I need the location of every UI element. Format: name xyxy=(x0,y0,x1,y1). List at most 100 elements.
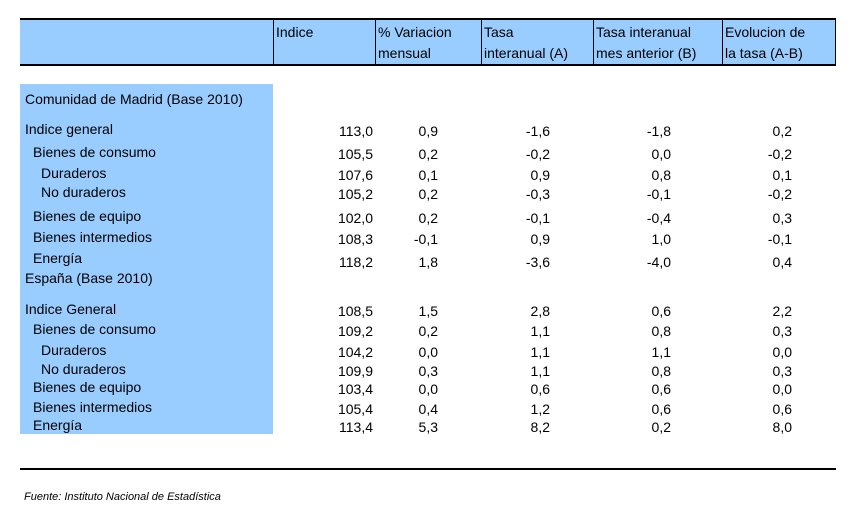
row-value-col3: 0,9 xyxy=(530,167,550,183)
row-value-col2: 0,2 xyxy=(418,186,438,202)
row-value-col5: 0,4 xyxy=(772,254,792,270)
row-value-col1: 102,0 xyxy=(337,210,373,226)
header-tasa-mes-anterior-line1: Tasa interanual xyxy=(596,24,691,40)
row-value-col3: 1,2 xyxy=(530,401,550,417)
row-value-col1: 118,2 xyxy=(339,254,373,270)
row-label: Indice General xyxy=(25,301,117,317)
header-tasa-mes-anterior-line2: mes anterior (B) xyxy=(596,45,697,61)
row-value-col4: 1,0 xyxy=(651,231,671,247)
header-tasa-interanual-line1: Tasa xyxy=(484,24,514,40)
row-value-col3: -0,3 xyxy=(525,186,550,202)
section-title: Comunidad de Madrid (Base 2010) xyxy=(25,91,243,107)
row-value-col2: 0,4 xyxy=(418,401,438,417)
row-label: Energía xyxy=(33,250,83,266)
row-value-col5: -0,2 xyxy=(767,186,792,202)
row-value-col2: 0,2 xyxy=(418,323,438,339)
row-value-col3: 0,9 xyxy=(530,231,550,247)
row-value-col1: 109,9 xyxy=(337,363,373,379)
row-value-col1: 108,5 xyxy=(337,303,373,319)
row-value-col4: 0,2 xyxy=(651,419,671,435)
row-value-col5: 0,3 xyxy=(772,323,792,339)
row-value-col5: 0,6 xyxy=(772,401,792,417)
row-value-col5: 0,0 xyxy=(772,344,792,360)
row-value-col5: 2,2 xyxy=(772,303,792,319)
row-value-col1: 113,4 xyxy=(339,419,373,435)
row-value-col1: 104,2 xyxy=(337,344,373,360)
row-value-col4: 0,8 xyxy=(651,323,671,339)
table-header: Indice % Variacion mensual Tasa interanu… xyxy=(20,18,836,66)
row-value-col4: 0,0 xyxy=(651,146,671,162)
row-value-col4: 0,6 xyxy=(651,303,671,319)
row-value-col2: 0,3 xyxy=(418,363,438,379)
header-cell-evolucion: Evolucion de la tasa (A-B) xyxy=(722,20,836,64)
header-evolucion-line1: Evolucion de xyxy=(725,24,806,40)
row-value-col3: -3,6 xyxy=(525,254,550,270)
header-var-mensual-line2: mensual xyxy=(378,45,431,61)
row-value-col5: 0,3 xyxy=(772,210,792,226)
row-value-col4: -4,0 xyxy=(646,254,671,270)
row-label: Indice general xyxy=(25,121,113,137)
section-title: España (Base 2010) xyxy=(25,270,153,286)
row-value-col2: 1,5 xyxy=(418,303,438,319)
row-value-col1: 109,2 xyxy=(337,323,373,339)
row-value-col1: 105,2 xyxy=(337,186,373,202)
header-cell-indice: Indice xyxy=(273,20,375,64)
header-indice: Indice xyxy=(276,24,314,40)
row-value-col1: 108,3 xyxy=(337,231,373,247)
row-value-col2: 5,3 xyxy=(418,419,438,435)
row-value-col5: 0,1 xyxy=(772,167,792,183)
row-value-col4: 0,6 xyxy=(651,401,671,417)
row-label: Energía xyxy=(33,417,83,433)
row-value-col3: 2,8 xyxy=(530,303,550,319)
row-value-col5: -0,1 xyxy=(767,231,792,247)
header-tasa-interanual-line2: interanual (A) xyxy=(484,45,569,61)
row-value-col3: 1,1 xyxy=(530,344,550,360)
row-value-col4: 0,8 xyxy=(651,363,671,379)
header-evolucion-line2: la tasa (A-B) xyxy=(725,45,803,61)
label-column-background xyxy=(20,84,273,434)
header-cell-tasa-mes-anterior: Tasa interanual mes anterior (B) xyxy=(593,20,722,64)
row-value-col2: 0,0 xyxy=(418,381,438,397)
row-label: Bienes de equipo xyxy=(33,379,142,395)
header-cell-label xyxy=(20,20,273,64)
row-value-col4: 0,8 xyxy=(651,167,671,183)
row-label: Bienes de consumo xyxy=(33,144,156,160)
row-value-col2: 1,8 xyxy=(418,254,438,270)
source-note: Fuente: Instituto Nacional de Estadístic… xyxy=(24,491,221,503)
row-value-col1: 105,5 xyxy=(337,146,373,162)
header-cell-tasa-interanual: Tasa interanual (A) xyxy=(481,20,593,64)
row-label: Bienes intermedios xyxy=(33,229,153,245)
row-value-col5: 8,0 xyxy=(772,419,792,435)
row-label: No duraderos xyxy=(41,361,126,377)
header-var-mensual-line1: % Variacion xyxy=(378,24,452,40)
row-value-col3: 1,1 xyxy=(530,323,550,339)
row-value-col3: 1,1 xyxy=(530,363,550,379)
row-value-col5: -0,2 xyxy=(767,146,792,162)
row-value-col4: -0,4 xyxy=(646,210,671,226)
row-value-col3: -0,2 xyxy=(525,146,550,162)
row-value-col1: 107,6 xyxy=(337,167,373,183)
row-label: Duraderos xyxy=(41,342,107,358)
row-value-col2: 0,9 xyxy=(418,123,438,139)
bottom-rule xyxy=(20,468,836,470)
row-value-col4: 0,6 xyxy=(651,381,671,397)
row-value-col3: -1,6 xyxy=(525,123,550,139)
row-value-col5: 0,3 xyxy=(772,363,792,379)
row-label: Bienes de equipo xyxy=(33,208,142,224)
row-label: Bienes de consumo xyxy=(33,321,156,337)
row-value-col4: -1,8 xyxy=(646,123,671,139)
row-value-col3: -0,1 xyxy=(525,210,550,226)
row-value-col3: 0,6 xyxy=(530,381,550,397)
header-cell-var-mensual: % Variacion mensual xyxy=(375,20,481,64)
row-value-col1: 103,4 xyxy=(337,381,373,397)
row-value-col4: 1,1 xyxy=(651,344,671,360)
row-value-col5: 0,2 xyxy=(772,123,792,139)
row-label: No duraderos xyxy=(41,184,126,200)
row-value-col2: 0,2 xyxy=(418,210,438,226)
row-value-col2: -0,1 xyxy=(413,231,438,247)
row-value-col5: 0,0 xyxy=(772,381,792,397)
row-value-col2: 0,0 xyxy=(418,344,438,360)
row-label: Bienes intermedios xyxy=(33,399,153,415)
row-value-col4: -0,1 xyxy=(646,186,671,202)
